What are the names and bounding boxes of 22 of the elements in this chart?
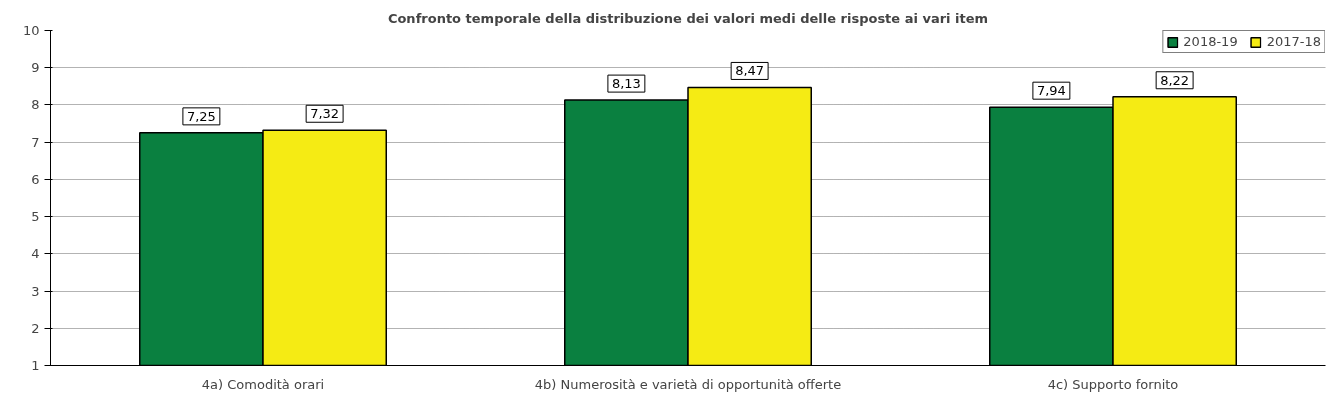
data-label: 7,25 [186,108,216,124]
y-tick-label: 6 [31,171,40,187]
data-label: 8,47 [735,63,765,79]
y-tick-label: 8 [31,97,40,113]
y-tick-label: 4 [31,246,40,262]
data-label: 8,22 [1160,72,1190,88]
data-label: 7,94 [1036,83,1066,99]
x-tick-label: 4c) Supporto fornito [1047,376,1179,392]
legend-label: 2018-19 [1183,34,1238,49]
y-tick-label: 7 [31,134,40,150]
x-tick-label: 4b) Numerosità e varietà di opportunità offerte [534,376,842,392]
y-tick-label: 10 [22,23,40,38]
data-label: 7,32 [310,106,340,122]
y-tick-label: 5 [31,209,40,225]
legend-label: 2017-18 [1266,34,1321,49]
chart-title: Confronto temporale della distribuzione dei valori medi delle risposte ai vari item [387,10,989,26]
data-label: 8,13 [611,76,641,92]
x-tick-label: 4a) Comodità orari [201,376,325,392]
y-tick-label: 3 [31,283,40,299]
y-tick-label: 9 [31,60,40,76]
y-tick-label: 2 [31,320,40,336]
y-tick-label: 1 [31,358,40,373]
